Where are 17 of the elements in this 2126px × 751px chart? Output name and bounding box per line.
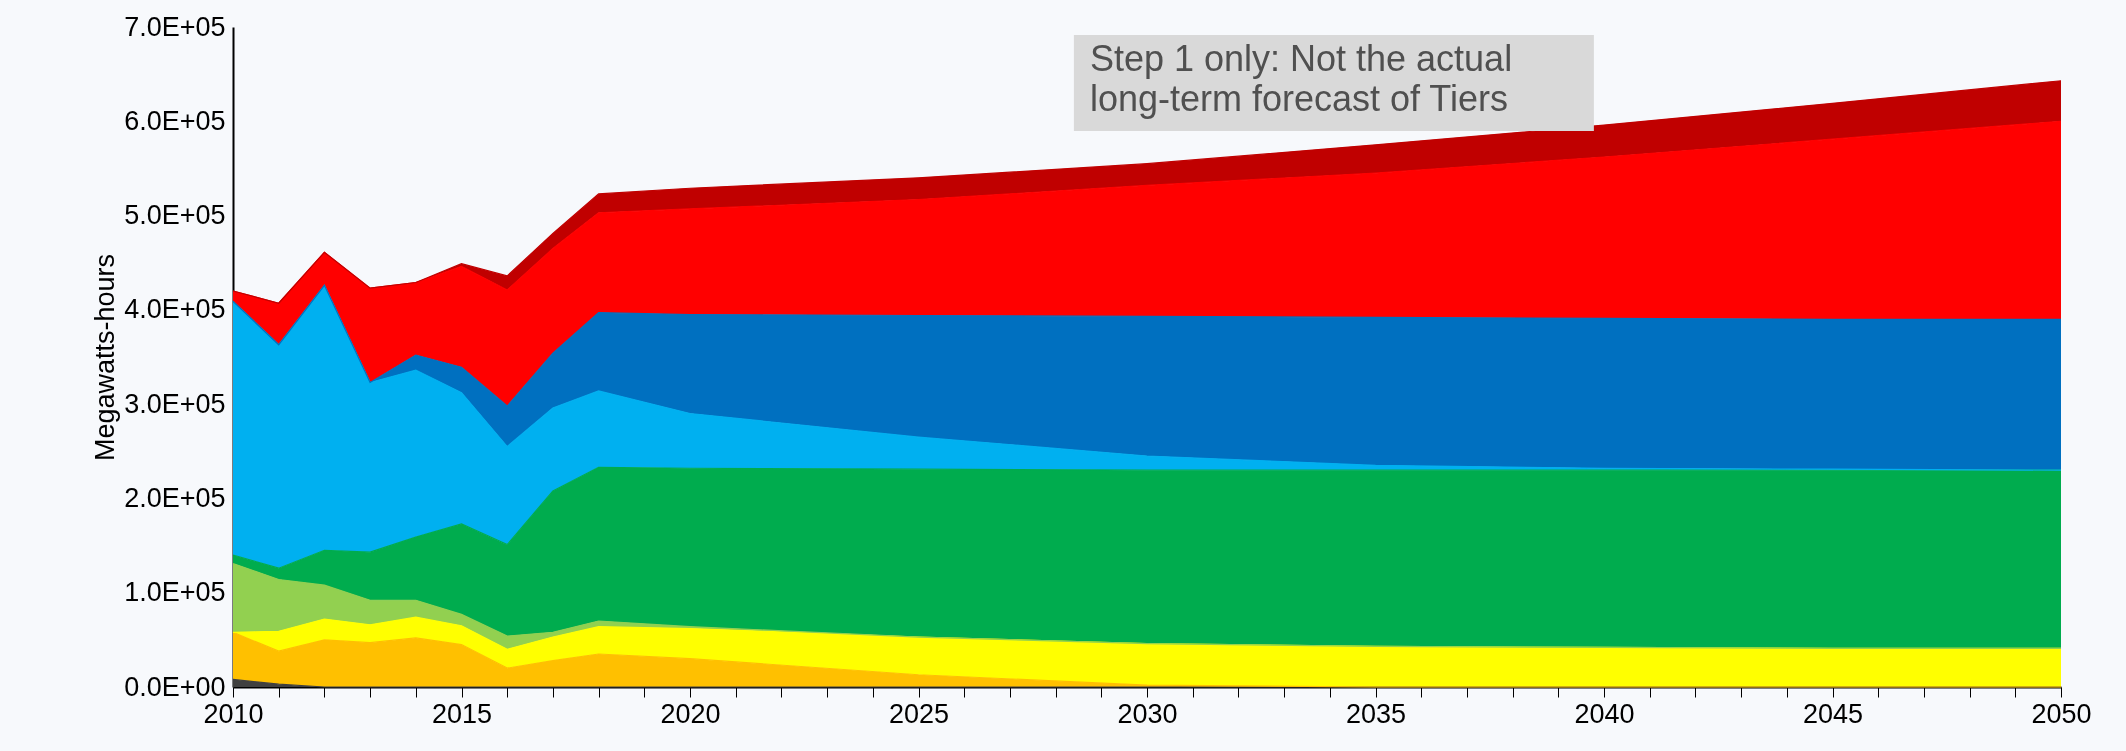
y-tick-label: 4.0E+05 <box>124 294 226 325</box>
y-tick-label: 1.0E+05 <box>124 577 226 608</box>
y-tick-label: 2.0E+05 <box>124 482 226 513</box>
x-tick-label: 2035 <box>1345 698 1407 729</box>
y-axis-title: Megawatts-hours <box>90 253 121 462</box>
y-tick-label: 6.0E+05 <box>124 105 226 136</box>
x-tick-label: 2030 <box>1117 698 1178 729</box>
x-tick-label: 2045 <box>1802 698 1864 729</box>
y-tick-label: 7.0E+05 <box>124 11 226 42</box>
x-tick-label: 2040 <box>1574 698 1635 729</box>
y-tick-label: 5.0E+05 <box>124 200 226 231</box>
y-tick-label: 3.0E+05 <box>124 388 226 419</box>
x-tick-label: 2025 <box>888 698 950 729</box>
annotation: Step 1 only: Not the actual long-term forecast of Tiers <box>1089 38 1513 119</box>
x-tick-label: 2020 <box>660 698 721 729</box>
x-tick-label: 2050 <box>2031 698 2092 729</box>
x-tick-label: 2015 <box>431 698 493 729</box>
